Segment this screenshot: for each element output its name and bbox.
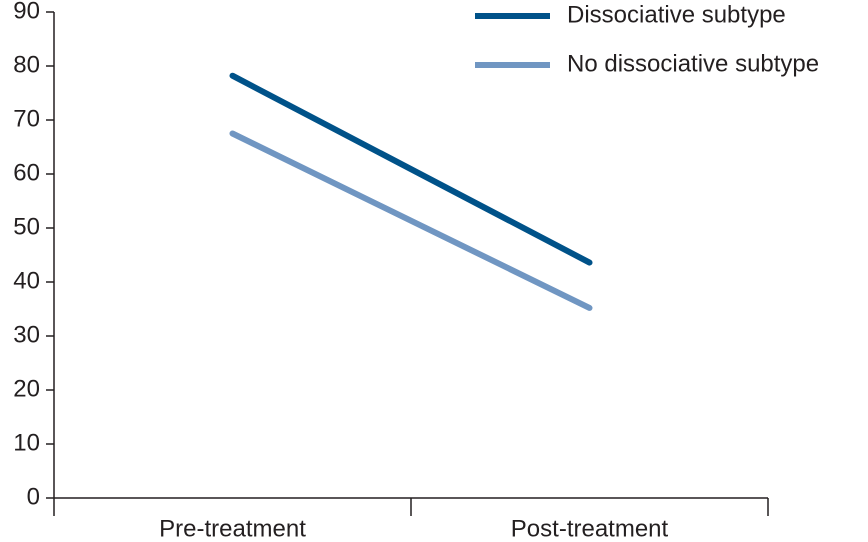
- y-tick-label: 30: [13, 321, 40, 348]
- y-tick-label: 0: [27, 483, 40, 510]
- series-line: [229, 130, 593, 311]
- y-tick-label: 70: [13, 105, 40, 132]
- x-tick-label: Post-treatment: [511, 515, 669, 542]
- y-tick-label: 50: [13, 213, 40, 240]
- x-tick-label: Pre-treatment: [159, 515, 306, 542]
- y-tick-label: 40: [13, 267, 40, 294]
- y-tick-label: 10: [13, 429, 40, 456]
- series-line: [229, 72, 593, 266]
- y-tick-label: 90: [13, 0, 40, 24]
- legend-label: Dissociative subtype: [567, 1, 786, 28]
- y-tick-label: 60: [13, 159, 40, 186]
- y-tick-label: 20: [13, 375, 40, 402]
- legend-label: No dissociative subtype: [567, 50, 819, 77]
- y-tick-label: 80: [13, 51, 40, 78]
